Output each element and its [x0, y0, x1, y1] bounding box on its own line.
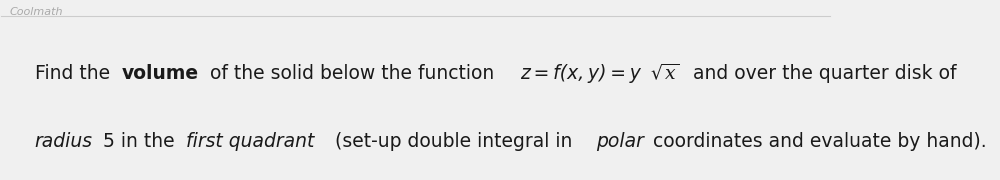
Text: (set-up double integral in: (set-up double integral in	[323, 132, 578, 151]
Text: radius: radius	[35, 132, 93, 151]
Text: coordinates and evaluate by hand).: coordinates and evaluate by hand).	[647, 132, 987, 151]
Text: polar: polar	[596, 132, 644, 151]
Text: Coolmath: Coolmath	[10, 7, 63, 17]
Text: $\sqrt{x}$: $\sqrt{x}$	[650, 63, 679, 83]
Text: first quadrant: first quadrant	[186, 132, 314, 151]
Text: volume: volume	[121, 64, 198, 83]
Text: of the solid below the function: of the solid below the function	[204, 64, 500, 83]
Text: z = f(x, y) = y: z = f(x, y) = y	[520, 64, 641, 83]
Text: Find the: Find the	[35, 64, 116, 83]
Text: and over the quarter disk of: and over the quarter disk of	[681, 64, 956, 83]
Text: 5 in the: 5 in the	[97, 132, 180, 151]
